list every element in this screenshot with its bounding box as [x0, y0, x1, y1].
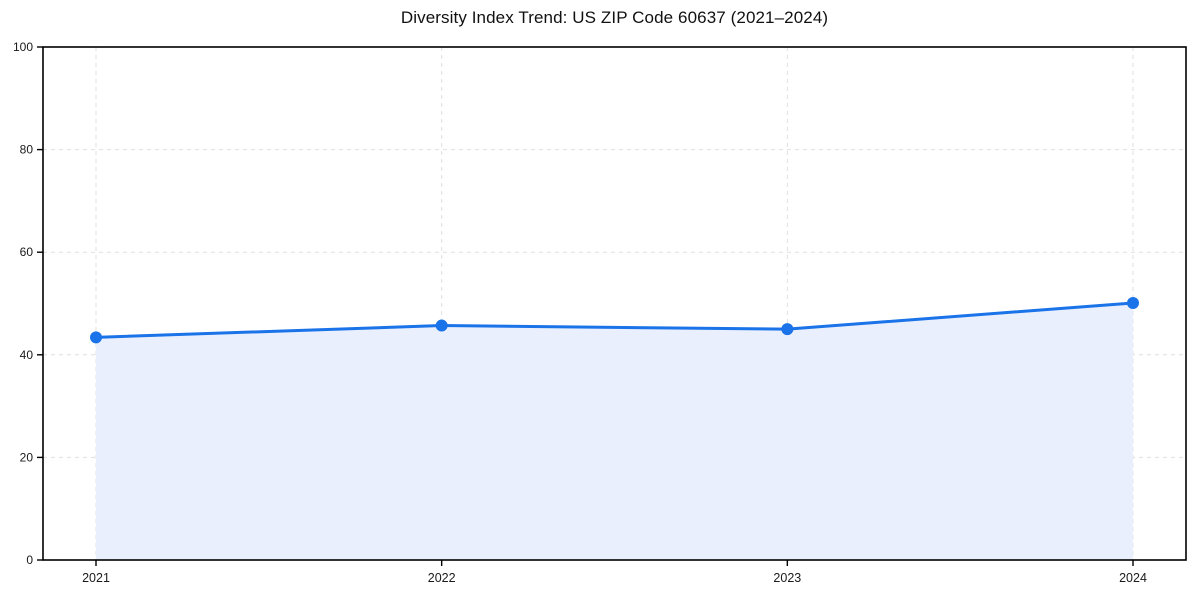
x-tick-label: 2024: [1119, 571, 1147, 585]
y-tick-label: 100: [13, 40, 33, 54]
data-point-marker: [1127, 296, 1139, 309]
x-tick-label: 2022: [428, 571, 456, 585]
data-point-marker: [90, 331, 102, 344]
data-point-marker: [435, 319, 448, 332]
y-tick-label: 0: [26, 553, 33, 567]
plot-border: [42, 46, 1187, 561]
y-tick-label: 60: [20, 245, 34, 259]
trend-line: [94, 301, 1135, 339]
y-tick-label: 80: [20, 143, 34, 157]
area-fill: [96, 302, 1133, 560]
data-point-marker: [781, 323, 794, 336]
y-tick-label: 20: [20, 450, 34, 464]
x-tick-label: 2023: [773, 571, 801, 585]
chart-title: Diversity Index Trend: US ZIP Code 60637…: [400, 8, 829, 27]
axis-ticks: 0 20 40 60 80 100 2021 2022 2023 2024: [13, 40, 1147, 585]
y-tick-label: 40: [20, 348, 34, 362]
x-tick-label: 2021: [82, 571, 110, 585]
